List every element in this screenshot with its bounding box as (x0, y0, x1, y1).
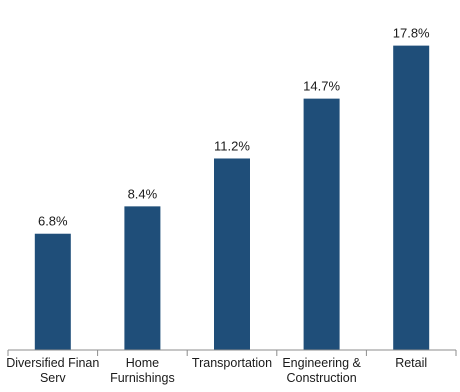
category-label-3: Engineering & Construction (282, 356, 361, 385)
category-label-line: Construction (287, 371, 357, 385)
category-label-line: Furnishings (110, 371, 175, 385)
category-label-2: Transportation (192, 356, 272, 370)
bar-0 (34, 233, 71, 350)
category-label-4: Retail (395, 356, 427, 370)
data-label-2: 11.2% (214, 138, 250, 153)
category-label-1: Home Furnishings (110, 356, 175, 385)
category-label-0: Diversified Finan Serv (6, 356, 99, 385)
data-label-3: 14.7% (303, 79, 340, 94)
x-axis-ticks (7, 350, 457, 356)
data-labels-layer: 6.8% 8.4% 11.2% 14.7% 17.8% (38, 26, 430, 229)
category-label-line: Engineering & (282, 356, 361, 370)
category-labels-layer: Diversified Finan Serv Home Furnishings Tran… (6, 356, 427, 385)
bar-1 (124, 206, 161, 350)
category-label-line: Retail (395, 356, 427, 370)
category-label-line: Diversified Finan (6, 356, 99, 370)
bar-4 (393, 45, 430, 351)
bar-2 (214, 158, 250, 350)
data-label-4: 17.8% (393, 26, 430, 41)
category-label-line: Transportation (192, 356, 272, 370)
data-label-1: 8.4% (128, 186, 158, 201)
data-label-0: 6.8% (38, 214, 68, 229)
category-label-line: Serv (40, 371, 66, 385)
bars-layer (34, 45, 430, 351)
category-label-line: Home (126, 356, 159, 370)
bar-3 (303, 98, 340, 350)
